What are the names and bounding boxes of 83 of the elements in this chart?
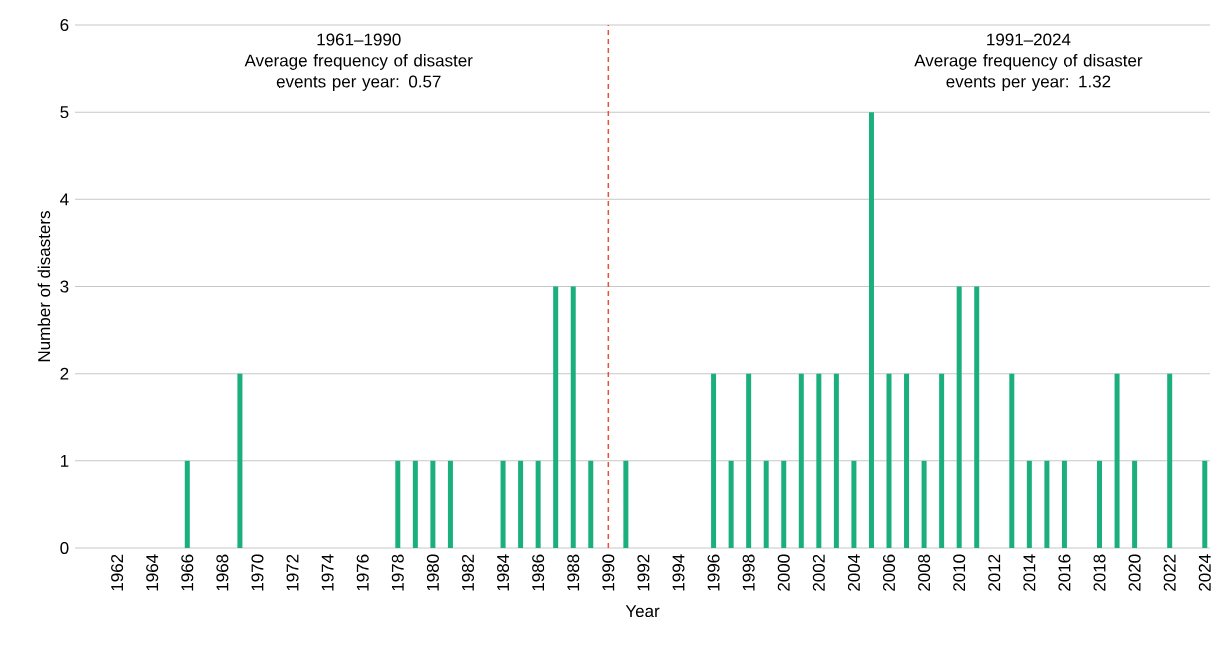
bar	[570, 286, 576, 548]
bar	[412, 460, 418, 548]
x-tick-label: 1990	[602, 554, 615, 591]
x-tick-label: 1978	[391, 554, 404, 591]
x-tick-label: 2006	[882, 554, 896, 591]
bar	[746, 373, 752, 548]
y-tick-label: 6	[60, 18, 69, 32]
x-tick-label: 2008	[918, 554, 931, 591]
bar	[921, 460, 927, 548]
y-tick-label: 5	[60, 106, 69, 119]
annotation: 1991–2024	[987, 33, 1071, 46]
bar	[1026, 460, 1032, 548]
x-tick-label: 2020	[1128, 554, 1141, 591]
bar	[500, 460, 506, 548]
x-tick-label: 2004	[847, 554, 860, 591]
x-tick-label: 2022	[1163, 554, 1176, 591]
y-tick-label: 0	[60, 541, 69, 555]
bar	[518, 460, 524, 548]
bar	[798, 373, 804, 548]
bar	[1202, 460, 1208, 548]
bar	[763, 460, 769, 548]
bar	[623, 460, 629, 548]
annotation: 1961–1990	[317, 33, 401, 46]
x-tick-label: 1984	[497, 554, 510, 591]
bar	[1132, 460, 1138, 548]
x-tick-label: 1996	[707, 554, 720, 591]
bar	[816, 373, 822, 548]
x-tick-label: 2000	[777, 554, 790, 591]
bar	[1097, 460, 1103, 548]
x-tick-label: 1968	[216, 554, 229, 591]
x-tick-label: 2010	[953, 554, 966, 591]
bar	[535, 460, 541, 548]
x-tick-label: 1994	[672, 554, 685, 591]
x-tick-label: 2002	[812, 554, 825, 591]
bar	[711, 373, 717, 548]
bar	[553, 286, 559, 548]
x-tick-label: 1988	[567, 554, 580, 591]
y-tick-label: 3	[60, 280, 69, 293]
x-tick-label: 1974	[321, 554, 334, 591]
bar	[886, 373, 892, 548]
x-tick-label: 1992	[637, 554, 650, 591]
bar	[833, 373, 839, 548]
bar	[1044, 460, 1050, 548]
bar	[939, 373, 945, 548]
bar	[1009, 373, 1015, 548]
y-axis-title: Number of disasters	[37, 211, 51, 362]
annotation: Average frequency of disaster events per year: 1.32	[914, 54, 1143, 91]
bar	[1061, 460, 1067, 548]
x-tick-label: 2012	[988, 554, 1001, 591]
x-tick-label: 1962	[111, 554, 124, 591]
x-tick-label: 1986	[532, 554, 545, 591]
y-tick-label: 2	[60, 367, 69, 380]
x-tick-label: 1976	[356, 554, 369, 591]
bar	[728, 460, 734, 548]
bar	[447, 460, 453, 548]
x-tick-label: 1966	[181, 554, 194, 591]
bar	[956, 286, 962, 548]
x-axis-title: Year	[625, 605, 660, 618]
x-tick-label: 1982	[461, 554, 474, 591]
annotation: Average frequency of disaster events per year: 0.57	[244, 54, 473, 91]
x-tick-label: 1970	[251, 554, 264, 591]
x-tick-label: 1998	[742, 554, 755, 591]
bar	[1167, 373, 1173, 548]
x-tick-label: 1980	[426, 554, 439, 591]
bar	[781, 460, 787, 548]
bar	[868, 112, 874, 548]
bar	[1114, 373, 1120, 548]
x-tick-label: 2018	[1093, 554, 1106, 591]
x-tick-label: 1964	[146, 554, 159, 591]
bar	[974, 286, 980, 548]
x-tick-label: 1972	[286, 554, 299, 591]
bar	[851, 460, 857, 548]
bar	[184, 460, 190, 548]
x-tick-label: 2014	[1023, 554, 1036, 591]
y-tick-label: 1	[60, 454, 69, 467]
x-tick-label: 2024	[1198, 554, 1211, 591]
bar	[237, 373, 243, 548]
bar	[395, 460, 401, 548]
x-tick-label: 2016	[1058, 554, 1071, 591]
bar	[430, 460, 436, 548]
bar	[588, 460, 594, 548]
bar	[904, 373, 910, 548]
y-tick-label: 4	[60, 193, 69, 206]
